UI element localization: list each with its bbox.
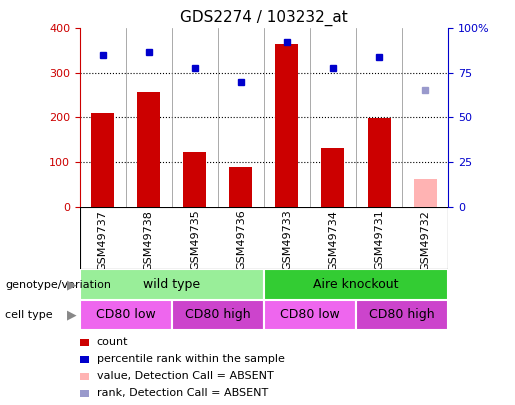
Bar: [368, 118, 390, 207]
Text: CD80 high: CD80 high: [185, 308, 251, 322]
Text: GSM49732: GSM49732: [420, 210, 430, 271]
Text: GSM49733: GSM49733: [282, 210, 292, 271]
Text: count: count: [97, 337, 128, 347]
Text: wild type: wild type: [143, 278, 200, 291]
Bar: [264, 300, 356, 330]
Text: CD80 low: CD80 low: [96, 308, 156, 322]
Bar: [414, 179, 437, 207]
Bar: [276, 44, 299, 207]
Text: ▶: ▶: [66, 308, 76, 322]
Text: ▶: ▶: [66, 278, 76, 291]
Text: GSM49738: GSM49738: [144, 210, 154, 271]
Bar: [80, 269, 264, 300]
Bar: [138, 92, 160, 207]
Bar: [229, 167, 252, 207]
Text: Aire knockout: Aire knockout: [313, 278, 399, 291]
Text: GSM49731: GSM49731: [374, 210, 384, 271]
Bar: [356, 300, 448, 330]
Bar: [91, 113, 114, 207]
Text: genotype/variation: genotype/variation: [5, 279, 111, 290]
Text: GSM49735: GSM49735: [190, 210, 200, 271]
Bar: [80, 300, 172, 330]
Text: percentile rank within the sample: percentile rank within the sample: [97, 354, 285, 364]
Text: GSM49734: GSM49734: [328, 210, 338, 271]
Text: GSM49737: GSM49737: [98, 210, 108, 271]
Bar: [183, 152, 207, 207]
Bar: [264, 269, 448, 300]
Text: CD80 high: CD80 high: [369, 308, 435, 322]
Text: value, Detection Call = ABSENT: value, Detection Call = ABSENT: [97, 371, 273, 381]
Text: GSM49736: GSM49736: [236, 210, 246, 271]
Bar: [172, 300, 264, 330]
Bar: [321, 148, 345, 207]
Title: GDS2274 / 103232_at: GDS2274 / 103232_at: [180, 9, 348, 26]
Text: cell type: cell type: [5, 310, 53, 320]
Text: rank, Detection Call = ABSENT: rank, Detection Call = ABSENT: [97, 388, 268, 398]
Text: CD80 low: CD80 low: [280, 308, 340, 322]
